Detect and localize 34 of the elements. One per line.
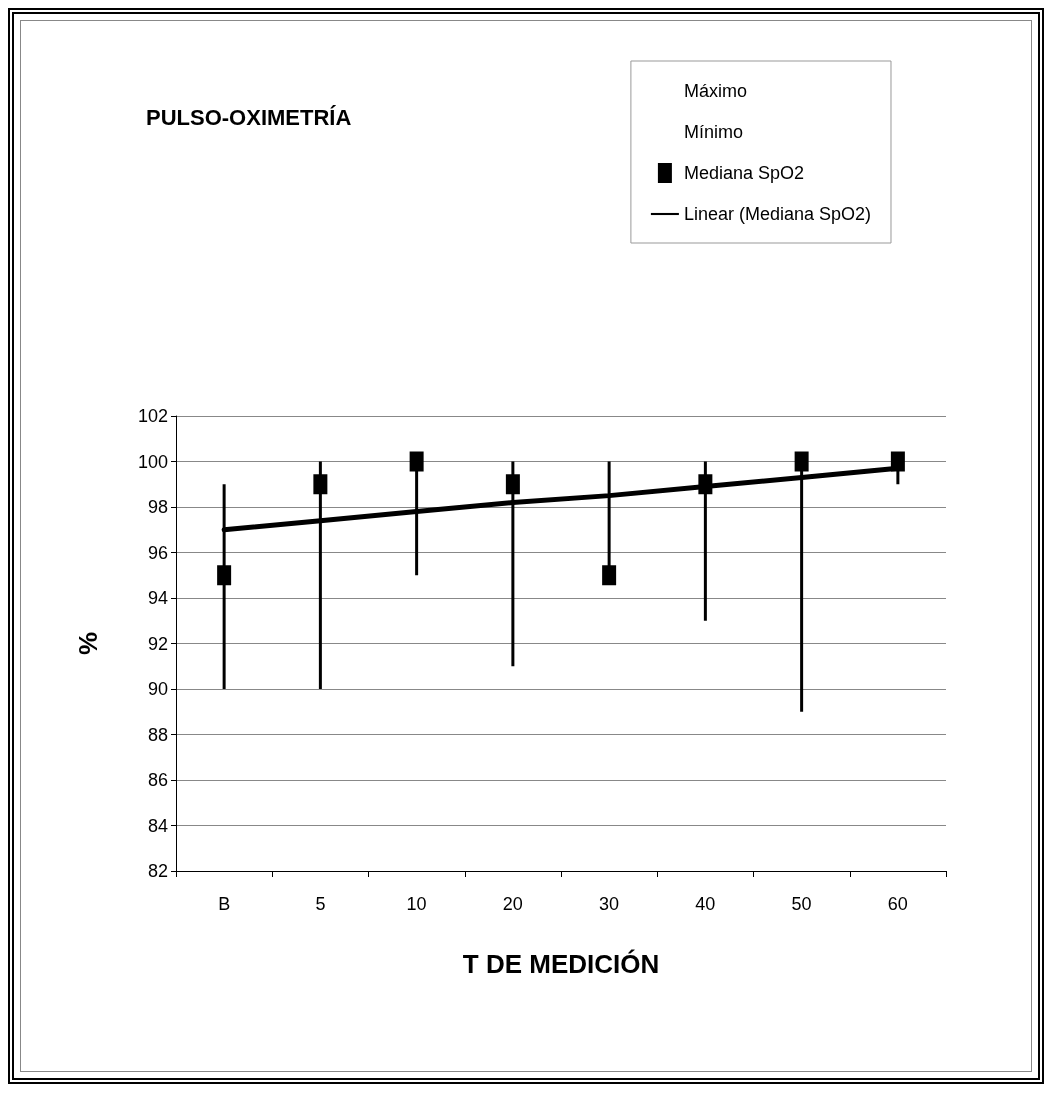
- y-tick-label: 94: [147, 588, 168, 608]
- y-tick-label: 86: [147, 770, 168, 790]
- y-axis-title: %: [73, 631, 103, 656]
- y-tick-label: 82: [147, 861, 168, 881]
- y-tick-label: 102: [137, 406, 168, 426]
- y-tick-label: 98: [147, 497, 168, 517]
- point: [313, 474, 328, 495]
- point: [505, 474, 520, 495]
- x-tick-label: 20: [502, 894, 523, 914]
- x-tick-label: 60: [887, 894, 908, 914]
- x-tick-label: 10: [406, 894, 427, 914]
- legend-label: Máximo: [683, 81, 747, 101]
- y-tick-label: 92: [147, 633, 168, 654]
- x-axis-title: T DE MEDICIÓN: [462, 949, 660, 979]
- x-tick-label: 5: [315, 894, 326, 914]
- y-tick-label: 100: [137, 451, 168, 472]
- legend-label: Mínimo: [683, 122, 743, 142]
- x-tick-label: 40: [695, 894, 716, 914]
- point: [890, 451, 905, 472]
- point: [602, 565, 617, 586]
- point: [794, 451, 809, 472]
- y-tick-label: 88: [147, 724, 168, 745]
- x-tick-label: B: [218, 894, 231, 914]
- x-tick-label: 50: [791, 894, 812, 914]
- y-tick-label: 84: [147, 815, 168, 836]
- legend-label: Mediana SpO2: [683, 163, 804, 183]
- point: [698, 474, 713, 495]
- legend-label: Linear (Mediana SpO2): [683, 204, 872, 224]
- point: [217, 565, 232, 586]
- x-tick-label: 30: [599, 894, 620, 914]
- y-tick-label: 90: [147, 679, 168, 699]
- y-tick-label: 96: [147, 542, 168, 563]
- point: [409, 451, 424, 472]
- chart-title: PULSO-OXIMETRÍA: [146, 104, 352, 130]
